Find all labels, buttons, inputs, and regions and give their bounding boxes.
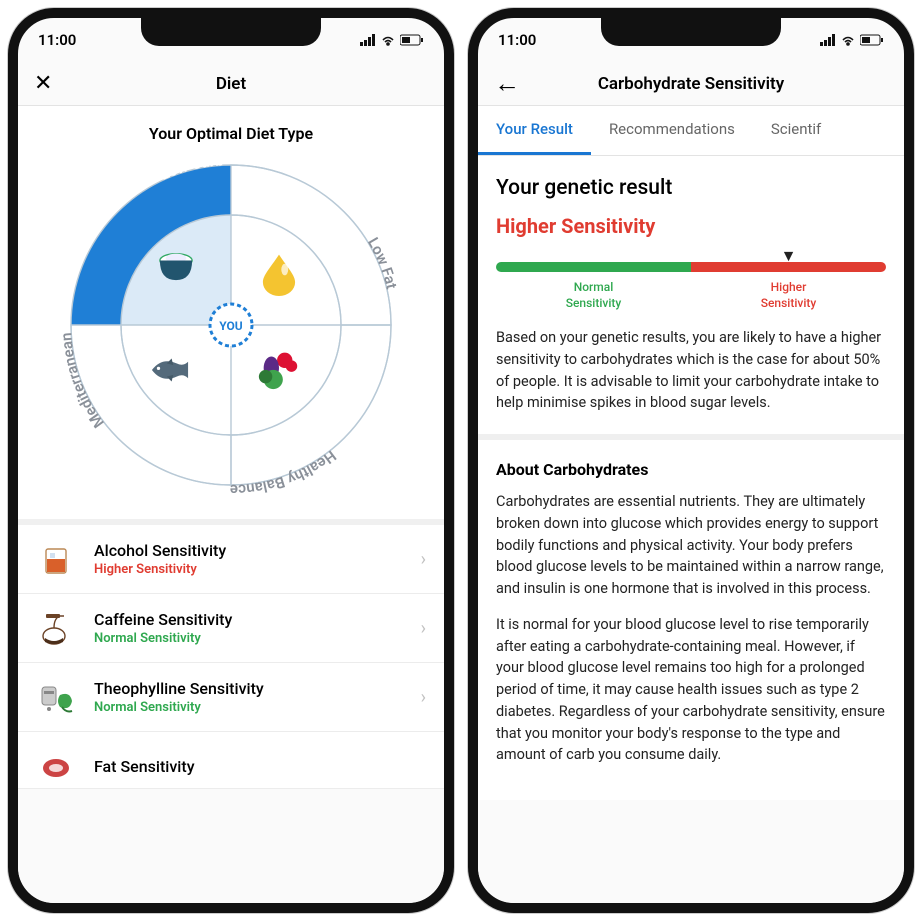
tab-recommendations[interactable]: Recommendations bbox=[591, 106, 753, 155]
signal-icon bbox=[360, 34, 376, 46]
wifi-icon bbox=[840, 34, 856, 46]
tab-scientific[interactable]: Scientif bbox=[753, 106, 839, 155]
phone-right: 11:00 ← Carbohydrate Sensitivity Your Re… bbox=[468, 8, 914, 913]
about-heading: About Carbohydrates bbox=[496, 460, 886, 479]
about-p2: It is normal for your blood glucose leve… bbox=[496, 614, 886, 766]
status-time: 11:00 bbox=[498, 31, 536, 49]
chevron-right-icon: › bbox=[421, 549, 426, 570]
tabs: Your Result Recommendations Scientif bbox=[478, 106, 904, 156]
chart-title: Your Optimal Diet Type bbox=[30, 124, 432, 143]
bar-label-higher: HigherSensitivity bbox=[691, 280, 886, 311]
notch bbox=[601, 18, 781, 46]
header: ← Carbohydrate Sensitivity bbox=[478, 62, 904, 106]
about-section: About Carbohydrates Carbohydrates are es… bbox=[478, 440, 904, 800]
item-sub: Higher Sensitivity bbox=[94, 562, 421, 577]
close-icon[interactable]: ✕ bbox=[34, 71, 52, 96]
notch bbox=[141, 18, 321, 46]
tea-icon bbox=[36, 677, 76, 717]
battery-icon bbox=[400, 34, 424, 46]
page-title: Diet bbox=[216, 74, 246, 94]
page-title: Carbohydrate Sensitivity bbox=[598, 74, 784, 94]
back-icon[interactable]: ← bbox=[494, 68, 520, 99]
list-item-caffeine[interactable]: Caffeine Sensitivity Normal Sensitivity … bbox=[18, 594, 444, 663]
svg-text:YOU: YOU bbox=[219, 319, 243, 333]
marker-icon: ▼ bbox=[781, 246, 797, 266]
item-title: Theophylline Sensitivity bbox=[94, 679, 421, 698]
content-right: Your Result Recommendations Scientif You… bbox=[478, 106, 904, 903]
item-title: Alcohol Sensitivity bbox=[94, 541, 421, 560]
whiskey-glass-icon bbox=[36, 539, 76, 579]
bowl-icon bbox=[153, 241, 199, 287]
chevron-right-icon: › bbox=[421, 618, 426, 639]
sensitivity-list: Alcohol Sensitivity Higher Sensitivity ›… bbox=[18, 525, 444, 789]
phone-left: 11:00 ✕ Diet Your Optimal Diet Type bbox=[8, 8, 454, 913]
result-value: Higher Sensitivity bbox=[496, 214, 886, 238]
sensitivity-bar: ▼ NormalSensitivity HigherSensitivity bbox=[496, 262, 886, 311]
bar-segment-normal bbox=[496, 262, 691, 272]
svg-text:Low Fat: Low Fat bbox=[364, 234, 401, 290]
status-icons bbox=[820, 34, 884, 46]
list-item-alcohol[interactable]: Alcohol Sensitivity Higher Sensitivity › bbox=[18, 525, 444, 594]
meat-icon bbox=[36, 746, 76, 786]
result-heading: Your genetic result bbox=[496, 176, 886, 200]
vegetables-icon bbox=[256, 345, 302, 391]
diet-wheel[interactable]: YOU Low Carb Low Fat Healthy Balance Med… bbox=[61, 155, 401, 495]
item-title: Fat Sensitivity bbox=[94, 757, 426, 776]
fish-icon bbox=[147, 347, 193, 393]
result-body: Based on your genetic results, you are l… bbox=[496, 327, 886, 414]
item-title: Caffeine Sensitivity bbox=[94, 610, 421, 629]
diet-wheel-section: Your Optimal Diet Type bbox=[18, 106, 444, 525]
battery-icon bbox=[860, 34, 884, 46]
coffee-pot-icon bbox=[36, 608, 76, 648]
item-sub: Normal Sensitivity bbox=[94, 631, 421, 646]
content-left: Your Optimal Diet Type bbox=[18, 106, 444, 903]
bar-label-normal: NormalSensitivity bbox=[496, 280, 691, 311]
svg-text:Mediterranean: Mediterranean bbox=[61, 332, 108, 431]
wifi-icon bbox=[380, 34, 396, 46]
about-p1: Carbohydrates are essential nutrients. T… bbox=[496, 491, 886, 600]
chevron-right-icon: › bbox=[421, 687, 426, 708]
oil-drop-icon bbox=[256, 250, 302, 296]
tab-your-result[interactable]: Your Result bbox=[478, 106, 591, 155]
header: ✕ Diet bbox=[18, 62, 444, 106]
item-sub: Normal Sensitivity bbox=[94, 700, 421, 715]
status-icons bbox=[360, 34, 424, 46]
signal-icon bbox=[820, 34, 836, 46]
list-item-theophylline[interactable]: Theophylline Sensitivity Normal Sensitiv… bbox=[18, 663, 444, 732]
status-time: 11:00 bbox=[38, 31, 76, 49]
result-section: Your genetic result Higher Sensitivity ▼… bbox=[478, 156, 904, 440]
list-item-fat[interactable]: Fat Sensitivity bbox=[18, 732, 444, 789]
svg-text:Healthy Balance: Healthy Balance bbox=[230, 447, 340, 495]
